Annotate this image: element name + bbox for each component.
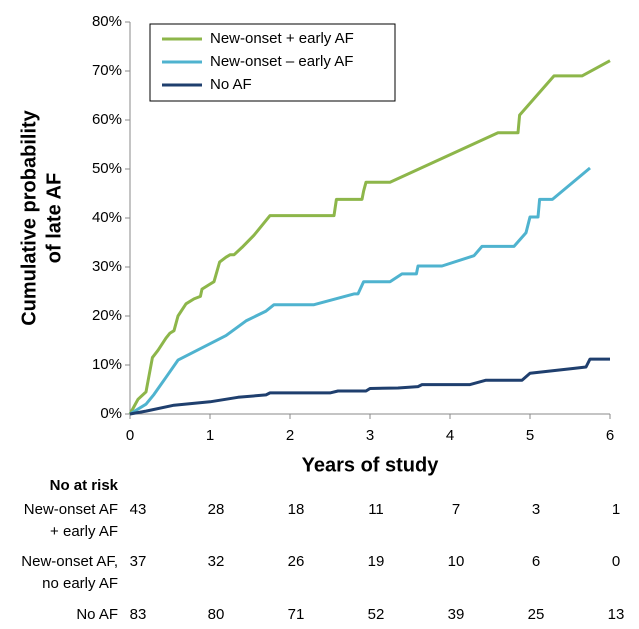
risk-count: 10: [448, 553, 465, 570]
risk-count: 7: [452, 501, 460, 518]
risk-count: 26: [288, 553, 305, 570]
y-tick-label: 80%: [92, 13, 122, 30]
x-tick-label: 6: [606, 427, 614, 444]
risk-row-label: + early AF: [50, 523, 118, 540]
risk-count: 32: [208, 553, 225, 570]
y-tick-label: 20%: [92, 307, 122, 324]
series-line: [129, 166, 591, 416]
risk-count: 3: [532, 501, 540, 518]
y-tick-label: 70%: [92, 62, 122, 79]
risk-count: 0: [612, 553, 620, 570]
y-axis-title: of late AF: [43, 173, 65, 263]
risk-count: 25: [528, 606, 545, 623]
risk-count: 11: [368, 501, 384, 518]
x-tick-label: 4: [446, 427, 454, 444]
series-line: [128, 59, 611, 415]
legend-label: New-onset – early AF: [210, 53, 353, 70]
risk-count: 1: [612, 501, 620, 518]
risk-row-label: No AF: [76, 606, 118, 623]
series-line: [129, 357, 610, 416]
x-tick-label: 1: [206, 427, 214, 444]
risk-count: 19: [368, 553, 385, 570]
legend-label: New-onset + early AF: [210, 30, 354, 47]
risk-count: 52: [368, 606, 385, 623]
risk-row-label: New-onset AF: [24, 501, 118, 518]
risk-count: 28: [208, 501, 225, 518]
x-axis-title: Years of study: [302, 454, 440, 476]
y-tick-label: 0%: [100, 405, 122, 422]
risk-row-label: no early AF: [42, 575, 118, 592]
risk-count: 71: [288, 606, 305, 623]
risk-count: 13: [608, 606, 625, 623]
risk-count: 39: [448, 606, 465, 623]
risk-count: 43: [130, 501, 147, 518]
y-tick-label: 10%: [92, 356, 122, 373]
x-tick-label: 2: [286, 427, 294, 444]
x-tick-label: 0: [126, 427, 134, 444]
risk-count: 18: [288, 501, 305, 518]
y-tick-label: 60%: [92, 111, 122, 128]
y-tick-label: 40%: [92, 209, 122, 226]
risk-row-label: New-onset AF,: [21, 553, 118, 570]
risk-count: 6: [532, 553, 540, 570]
y-axis-title: Cumulative probability: [18, 109, 40, 325]
x-tick-label: 5: [526, 427, 534, 444]
legend-box: [149, 23, 396, 102]
risk-count: 37: [130, 553, 147, 570]
risk-count: 83: [130, 606, 147, 623]
y-tick-label: 50%: [92, 160, 122, 177]
y-tick-label: 30%: [92, 258, 122, 275]
risk-table-title: No at risk: [50, 477, 119, 494]
legend-label: No AF: [210, 76, 252, 93]
x-tick-label: 3: [366, 427, 374, 444]
risk-count: 80: [208, 606, 225, 623]
